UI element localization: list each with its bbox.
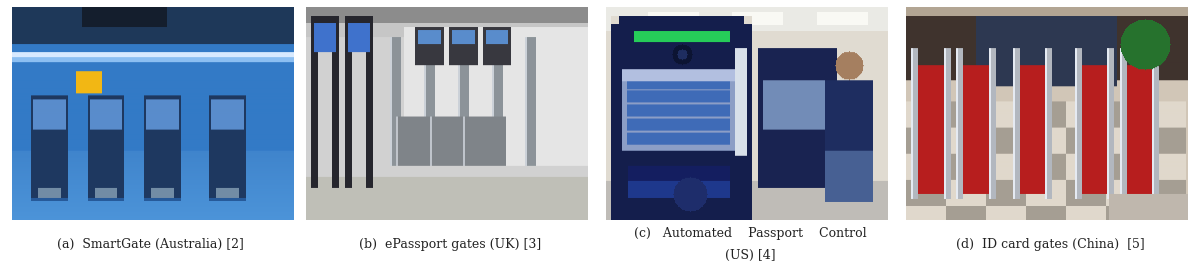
Text: (d)  ID card gates (China)  [5]: (d) ID card gates (China) [5] [955, 238, 1145, 251]
Text: (a)  SmartGate (Australia) [2]: (a) SmartGate (Australia) [2] [56, 238, 244, 251]
Text: (b)  ePassport gates (UK) [3]: (b) ePassport gates (UK) [3] [359, 238, 541, 251]
Text: (c)   Automated    Passport    Control: (c) Automated Passport Control [634, 227, 866, 240]
Text: (US) [4]: (US) [4] [725, 249, 775, 261]
